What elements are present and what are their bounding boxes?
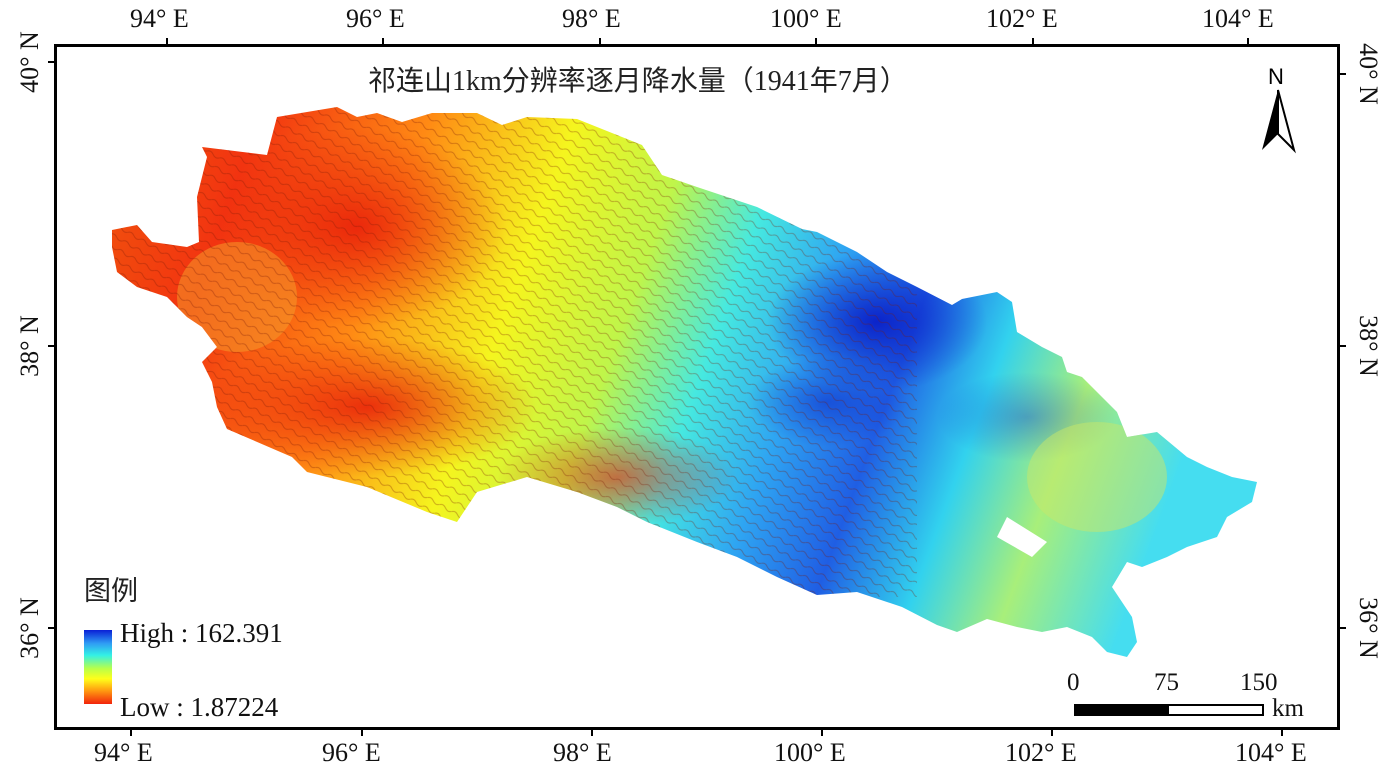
precipitation-raster bbox=[112, 107, 1257, 657]
top-tick-102: 102° E bbox=[986, 4, 1058, 33]
scale-bar bbox=[1074, 704, 1264, 716]
bottom-tick-96: 96° E bbox=[322, 738, 381, 767]
scale-bar-black-segment bbox=[1076, 706, 1169, 714]
top-tick-98: 98° E bbox=[562, 4, 621, 33]
scale-label-0: 0 bbox=[1067, 669, 1080, 696]
scale-unit: km bbox=[1272, 695, 1304, 722]
map-frame bbox=[54, 44, 1340, 730]
top-tick-94: 94° E bbox=[130, 4, 189, 33]
map-title: 祁连山1km分辨率逐月降水量（1941年7月） bbox=[368, 66, 908, 97]
scale-label-75: 75 bbox=[1154, 669, 1179, 696]
scale-label-150: 150 bbox=[1240, 669, 1278, 696]
bottom-tick-98: 98° E bbox=[553, 738, 612, 767]
bottom-tick-102: 102° E bbox=[1005, 738, 1077, 767]
top-tick-100: 100° E bbox=[770, 4, 842, 33]
legend-title: 图例 bbox=[84, 576, 138, 606]
scale-bar-white-segment bbox=[1169, 706, 1262, 714]
north-arrow-icon bbox=[1262, 89, 1296, 154]
legend-color-ramp bbox=[84, 630, 112, 704]
bottom-tick-100: 100° E bbox=[774, 738, 846, 767]
legend-low-label: Low : 1.87224 bbox=[120, 692, 279, 722]
north-label: N bbox=[1268, 64, 1284, 89]
top-tick-96: 96° E bbox=[346, 4, 405, 33]
north-arrow: N bbox=[1254, 64, 1304, 156]
bottom-tick-104: 104° E bbox=[1235, 738, 1307, 767]
legend-high-label: High : 162.391 bbox=[120, 618, 283, 648]
top-tick-104: 104° E bbox=[1202, 4, 1274, 33]
bottom-tick-94: 94° E bbox=[94, 738, 153, 767]
